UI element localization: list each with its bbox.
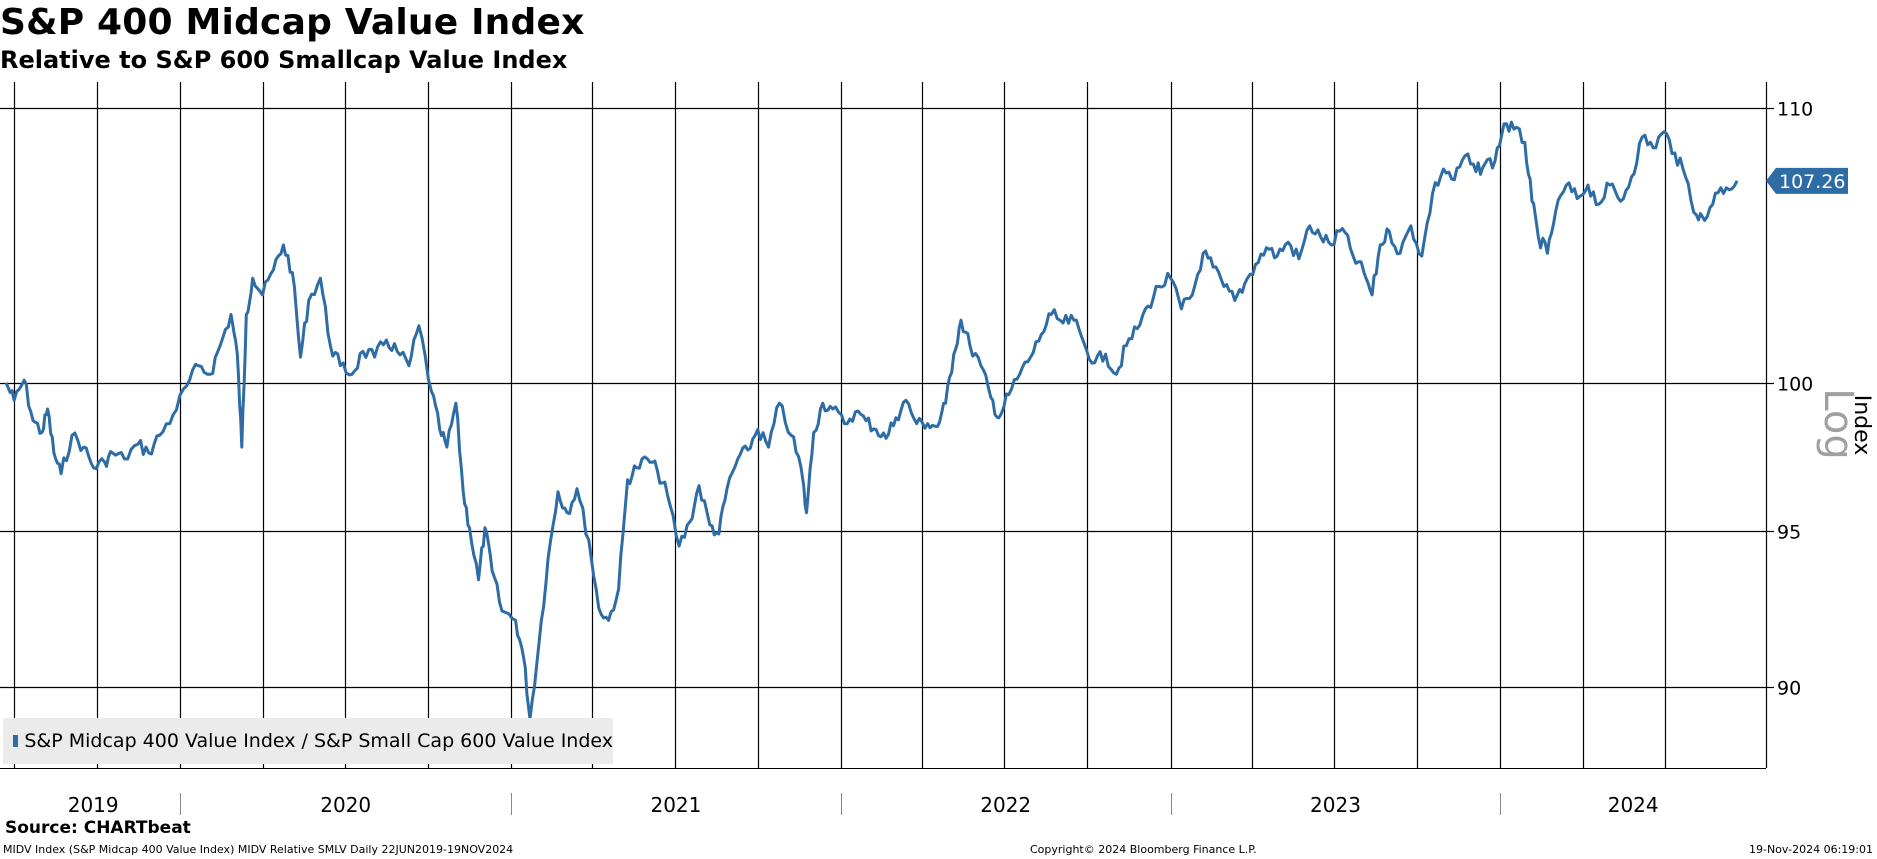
x-tick-label: 2020 [320, 793, 371, 817]
x-tick-label: 2024 [1608, 793, 1659, 817]
last-value-tag [1766, 167, 1848, 194]
chart-series [4, 120, 1739, 721]
x-tick-label: 2022 [980, 793, 1031, 817]
legend-swatch [13, 735, 19, 747]
chart-subtitle: Relative to S&P 600 Smallcap Value Index [0, 46, 568, 74]
chart-axes: 90 95 100 110 2019 2020 2021 2022 2023 2024 IndexL… [0, 82, 1874, 817]
log-scale-label: Log [1815, 388, 1861, 459]
y-tick-label: 100 [1777, 374, 1813, 396]
chart-title: S&P 400 Midcap Value Index [0, 2, 585, 43]
y-axis-title: Index [1849, 395, 1874, 456]
footer-description: MIDV Index (S&P Midcap 400 Value Index) … [3, 843, 514, 856]
x-tick-label: 2023 [1310, 793, 1361, 817]
series-line [4, 120, 1739, 721]
footer-timestamp: 19-Nov-2024 06:19:01 [1748, 843, 1873, 856]
x-tick-label: 2019 [68, 793, 119, 817]
y-tick-label: 90 [1777, 678, 1801, 700]
y-tick-label: 110 [1777, 99, 1813, 121]
footer-copyright: Copyright© 2024 Bloomberg Finance L.P. [1030, 843, 1257, 856]
legend-label: S&P Midcap 400 Value Index / S&P Small C… [24, 730, 613, 752]
chart-grid [0, 82, 1766, 768]
legend: S&P Midcap 400 Value Index / S&P Small C… [3, 718, 613, 764]
source-note: Source: CHARTbeat [5, 818, 191, 838]
x-tick-label: 2021 [650, 793, 701, 817]
last-value-label: 107.26 [1779, 171, 1845, 193]
y-tick-label: 95 [1777, 522, 1801, 544]
